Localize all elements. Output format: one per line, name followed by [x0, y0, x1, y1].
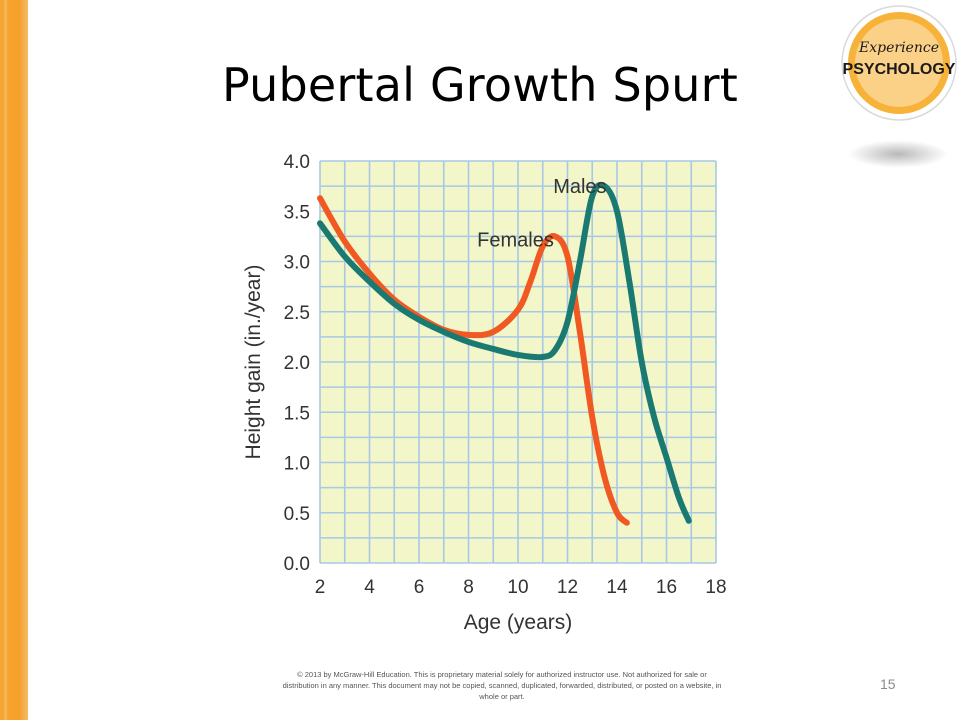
- slide-number: 15: [880, 676, 896, 692]
- side-accent-stripe: [0, 0, 28, 720]
- y-tick-label: 0.0: [284, 554, 310, 575]
- x-tick-label: 14: [606, 577, 628, 598]
- x-tick-label: 16: [656, 577, 677, 598]
- slide-title: Pubertal Growth Spurt: [222, 58, 738, 112]
- x-tick-label: 2: [315, 577, 326, 598]
- y-tick-label: 3.0: [284, 253, 310, 274]
- series-label-females: Females: [477, 229, 554, 251]
- logo-shadow: [848, 140, 948, 168]
- x-tick-label: 18: [705, 577, 726, 598]
- series-line-females: [317, 195, 630, 526]
- x-tick-label: 8: [463, 577, 474, 598]
- y-tick-label: 4.0: [284, 152, 310, 173]
- x-tick-label: 10: [507, 577, 528, 598]
- logo-top-text: Experience: [858, 40, 939, 56]
- y-axis-label: Height gain (in./year): [242, 265, 265, 460]
- y-axis-ticks: 0.0 0.5 1.0 1.5 2.0 2.5 3.0 3.5 4.0: [284, 152, 310, 575]
- growth-chart: 0.0 0.5 1.0 1.5 2.0 2.5 3.0 3.5 4.0 2 4 6 8 10 12 14 16…: [242, 152, 727, 634]
- copyright-notice: © 2013 by McGraw-Hill Education. This is…: [282, 670, 722, 701]
- x-axis-label: Age (years): [464, 611, 573, 634]
- x-tick-label: 12: [557, 577, 578, 598]
- series-line-males: [317, 181, 692, 524]
- series-label-males: Males: [553, 176, 606, 198]
- grid-lines: [319, 160, 717, 564]
- x-tick-label: 6: [414, 577, 425, 598]
- series-lines: [317, 181, 692, 526]
- y-tick-label: 1.0: [284, 454, 310, 475]
- experience-psychology-logo: Experience PSYCHOLOGY: [841, 5, 957, 121]
- x-tick-label: 4: [364, 577, 375, 598]
- y-tick-label: 3.5: [284, 202, 310, 223]
- y-tick-label: 1.5: [284, 403, 310, 424]
- logo-main-text: PSYCHOLOGY: [843, 61, 956, 78]
- y-tick-label: 2.5: [284, 303, 310, 324]
- x-axis-ticks: 2 4 6 8 10 12 14 16 18: [315, 577, 727, 598]
- y-tick-label: 0.5: [284, 504, 310, 525]
- y-tick-label: 2.0: [284, 353, 310, 374]
- series-labels: Males Females: [477, 176, 606, 251]
